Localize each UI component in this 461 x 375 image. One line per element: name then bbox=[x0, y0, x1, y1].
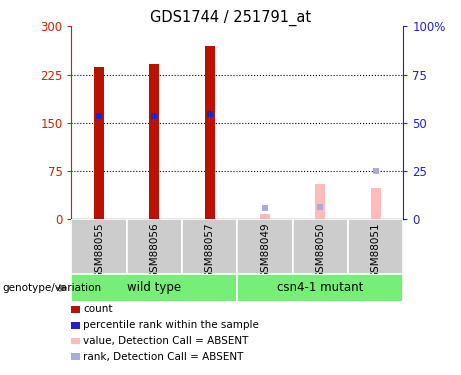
Text: rank, Detection Call = ABSENT: rank, Detection Call = ABSENT bbox=[83, 352, 244, 362]
Text: GSM88057: GSM88057 bbox=[205, 222, 215, 279]
Bar bbox=[149, 64, 160, 219]
Text: GSM88050: GSM88050 bbox=[315, 222, 325, 279]
Text: value, Detection Call = ABSENT: value, Detection Call = ABSENT bbox=[83, 336, 249, 346]
Bar bbox=[293, 219, 348, 274]
Bar bbox=[260, 214, 270, 219]
Text: GSM88051: GSM88051 bbox=[371, 222, 381, 279]
Text: count: count bbox=[83, 304, 113, 314]
Bar bbox=[71, 219, 127, 274]
Bar bbox=[237, 274, 403, 302]
Text: percentile rank within the sample: percentile rank within the sample bbox=[83, 320, 260, 330]
Text: genotype/variation: genotype/variation bbox=[2, 283, 101, 293]
Bar bbox=[371, 189, 381, 219]
Text: GSM88049: GSM88049 bbox=[260, 222, 270, 279]
Text: GDS1744 / 251791_at: GDS1744 / 251791_at bbox=[150, 9, 311, 26]
Text: csn4-1 mutant: csn4-1 mutant bbox=[277, 281, 364, 294]
Text: wild type: wild type bbox=[127, 281, 182, 294]
Bar bbox=[315, 184, 325, 219]
Bar bbox=[71, 274, 237, 302]
Bar bbox=[182, 219, 237, 274]
Text: GSM88055: GSM88055 bbox=[94, 222, 104, 279]
Bar bbox=[237, 219, 293, 274]
Bar bbox=[205, 46, 215, 219]
Bar bbox=[127, 219, 182, 274]
Text: GSM88056: GSM88056 bbox=[149, 222, 160, 279]
Bar bbox=[348, 219, 403, 274]
Bar bbox=[94, 67, 104, 219]
